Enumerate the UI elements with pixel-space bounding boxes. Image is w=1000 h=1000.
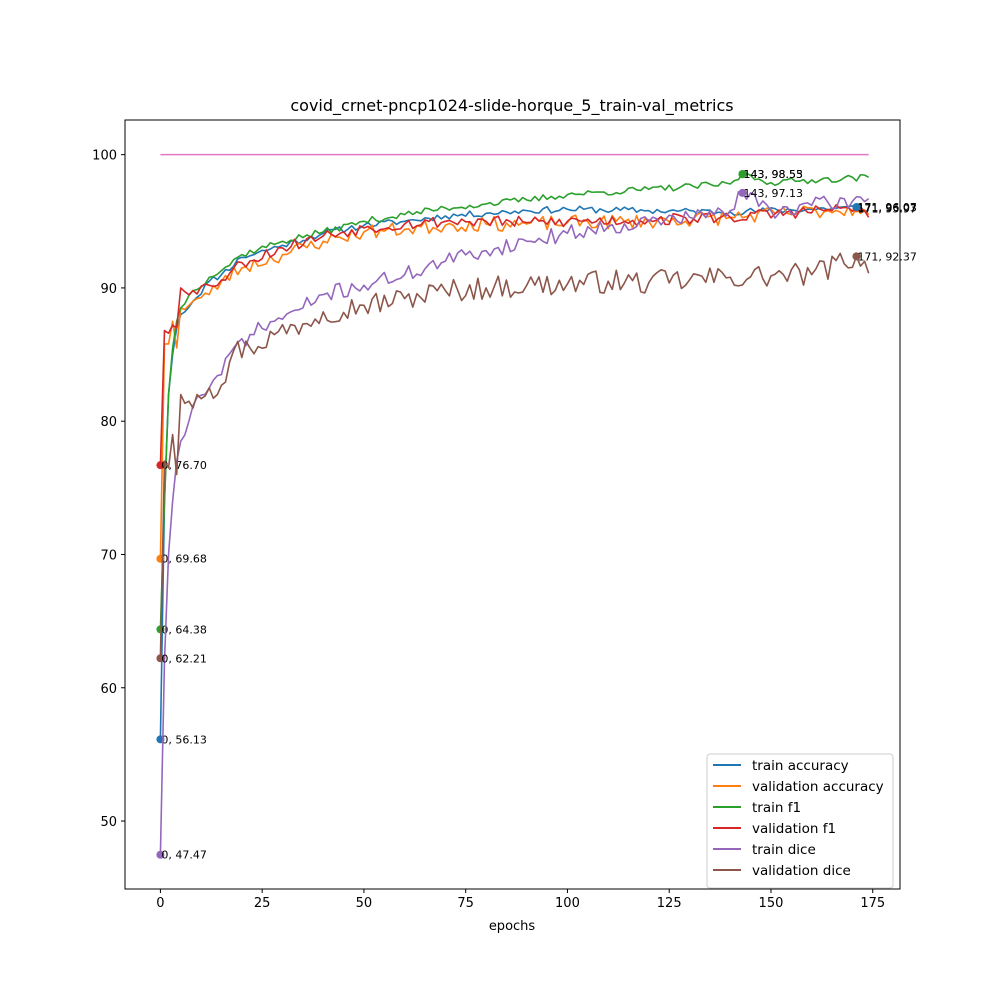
annotation-label-train-f1-0: 0, 64.38 <box>161 623 206 636</box>
x-tick-label-150: 150 <box>759 896 784 911</box>
x-tick-label-75: 75 <box>457 896 474 911</box>
legend-label-train-f1: train f1 <box>752 800 801 816</box>
annotation-marker-validation-dice-0 <box>156 654 165 663</box>
legend-label-validation-dice: validation dice <box>752 863 851 879</box>
annotation-label-validation-dice-1: 171, 92.37 <box>857 250 916 263</box>
x-tick-label-125: 125 <box>657 896 682 911</box>
series-line-validation-accuracy <box>159 205 870 559</box>
y-tick-label-60: 60 <box>100 682 117 697</box>
annotation-label-train-dice-1: 143, 97.13 <box>743 187 802 200</box>
y-tick-label-70: 70 <box>100 548 117 563</box>
annotation-label-validation-f1-0: 0, 76.70 <box>161 459 206 472</box>
x-tick-label-175: 175 <box>860 896 885 911</box>
x-tick-label-0: 0 <box>156 896 164 911</box>
series-line-train-f1 <box>159 172 870 630</box>
series-line-train-dice <box>159 191 870 855</box>
y-tick-label-90: 90 <box>100 282 117 297</box>
legend-label-train-dice: train dice <box>752 842 816 858</box>
annotation-label-train-f1-1: 143, 98.55 <box>743 168 802 181</box>
annotation-label-validation-dice-0: 0, 62.21 <box>161 652 206 665</box>
annotation-marker-validation-f1-0 <box>156 461 165 470</box>
annotation-marker-train-dice-0 <box>156 850 165 859</box>
legend-label-train-accuracy: train accuracy <box>752 758 849 774</box>
chart-title: covid_crnet-pncp1024-slide-horque_5_trai… <box>290 96 733 116</box>
annotation-label-validation-accuracy-0: 0, 69.68 <box>161 553 206 566</box>
extra-annotation-label-0: 143, 98.53 <box>743 168 802 181</box>
legend-label-validation-f1: validation f1 <box>752 821 836 837</box>
series-line-validation-f1 <box>159 204 870 466</box>
x-tick-label-100: 100 <box>555 896 580 911</box>
axes-frame <box>124 119 901 890</box>
extra-annotation-marker-1 <box>852 203 861 212</box>
legend-box <box>706 753 894 889</box>
annotation-label-train-accuracy-0: 0, 56.13 <box>161 733 206 746</box>
extra-annotation-marker-0 <box>738 170 747 179</box>
x-axis-label: epochs <box>489 919 536 934</box>
series-line-validation-dice <box>159 252 870 659</box>
annotation-label-train-dice-0: 0, 47.47 <box>161 849 206 862</box>
annotation-label-validation-accuracy-1: 171, 95.97 <box>857 202 916 215</box>
legend: train accuracy validation accuracy train f… <box>706 753 894 889</box>
y-tick-label-80: 80 <box>100 415 117 430</box>
annotation-label-validation-f1-1: 171, 96.03 <box>857 202 916 215</box>
legend-label-validation-accuracy: validation accuracy <box>752 779 884 795</box>
extra-annotation-label-1: 171, 96.07 <box>857 201 916 214</box>
y-tick-label-100: 100 <box>92 149 117 164</box>
annotation-marker-validation-dice-1 <box>852 252 861 261</box>
x-tick-label-50: 50 <box>356 896 373 911</box>
y-tick-label-50: 50 <box>100 815 117 830</box>
annotation-marker-train-dice-1 <box>738 188 747 197</box>
plot-area: 0, 56.13 0, 69.68 171, 95.97 0, 64.38 143, 9… <box>92 119 917 911</box>
x-tick-label-25: 25 <box>254 896 271 911</box>
